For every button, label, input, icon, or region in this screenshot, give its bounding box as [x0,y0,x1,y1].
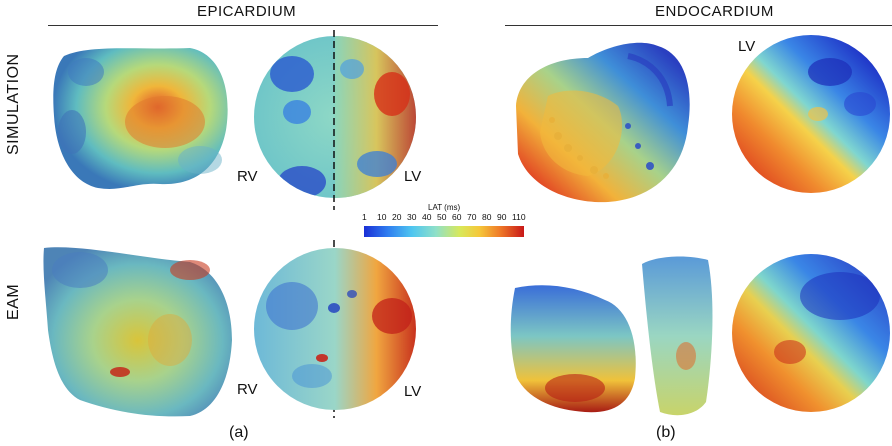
header-epicardium: EPICARDIUM [197,3,297,20]
colorbar-tick-label: 60 [452,212,462,222]
epicardium-simulation-bullseye [254,36,416,198]
colorbar-tick-label: 80 [482,212,492,222]
label-lv-top: LV [404,168,422,185]
colorbar [364,226,524,237]
header-endocardium: ENDOCARDIUM [655,3,774,20]
endocardium-simulation-bullseye [732,35,890,193]
label-lv-endo: LV [738,38,756,55]
colorbar-tick-label: 30 [407,212,417,222]
colorbar-tick-label: 50 [437,212,447,222]
epicardium-divider-top [333,30,335,210]
colorbar-tick-label: 70 [467,212,477,222]
label-rv-top: RV [237,168,258,185]
row-label-simulation: SIMULATION [5,53,22,155]
header-rule-endocardium [505,25,892,26]
label-rv-bottom: RV [237,381,258,398]
endocardium-eam-heart-left [510,285,636,413]
label-lv-bottom: LV [404,383,422,400]
caption-b: (b) [656,424,676,441]
colorbar-tick-label: 20 [392,212,402,222]
endocardium-simulation-heart [516,42,690,203]
colorbar-tick-label: 1 [362,212,367,222]
colorbar-title: LAT (ms) [428,203,461,212]
endocardium-eam-heart-right [642,256,713,416]
colorbar-tick-label: 90 [497,212,507,222]
epicardium-simulation-heart [53,48,228,189]
colorbar-ticks: 1 10 20 30 40 50 60 70 80 90 110 [362,212,526,224]
header-rule-epicardium [48,25,438,26]
epicardium-eam-heart [43,247,233,417]
row-label-eam: EAM [5,283,22,320]
colorbar-tick-label: 110 [512,212,526,222]
colorbar-tick-label: 40 [422,212,432,222]
epicardium-eam-bullseye [254,248,416,410]
endocardium-eam-bullseye [732,254,890,412]
colorbar-tick-label: 10 [377,212,387,222]
caption-a: (a) [229,424,249,441]
